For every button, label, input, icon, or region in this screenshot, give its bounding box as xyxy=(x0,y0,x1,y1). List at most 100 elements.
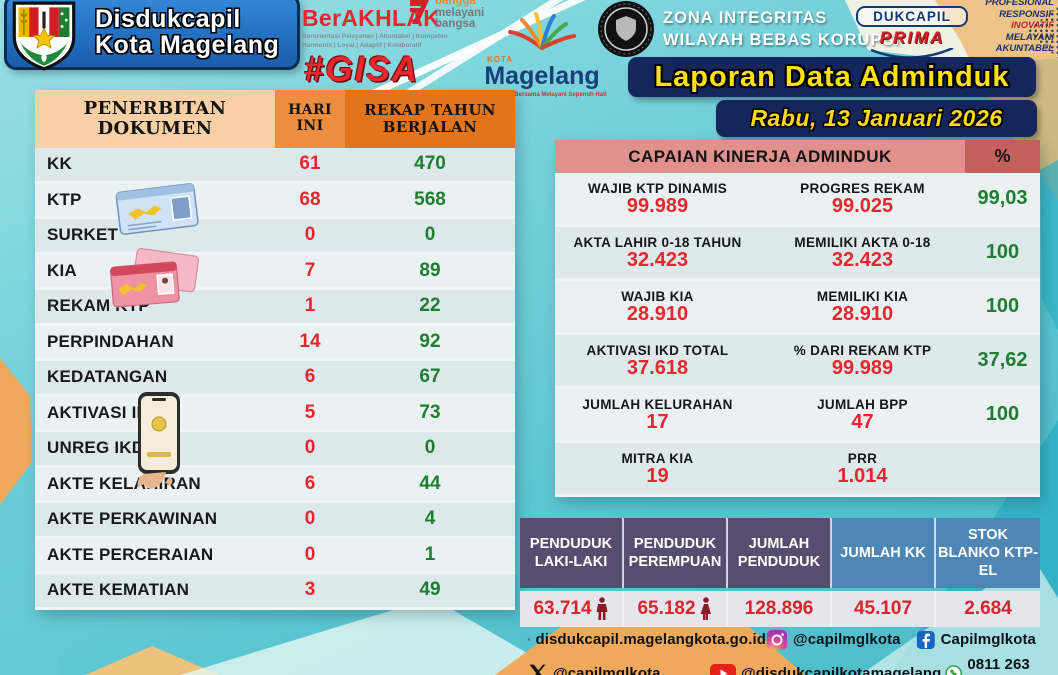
value-profesional: PROFESIONAL xyxy=(985,0,1054,8)
bangga-word: bangga xyxy=(435,0,476,7)
berakhlak-subtext-1: Berorientasi Pelayanan | Akuntabel | Kom… xyxy=(302,33,448,40)
doc-label: KTP xyxy=(47,189,82,209)
metric-percent: 100 xyxy=(985,241,1020,263)
table-row: SURKET 0 0 xyxy=(35,219,515,255)
metric-value: 17 xyxy=(646,410,669,433)
table-row: KEDATANGAN 6 67 xyxy=(35,361,515,397)
instagram-link[interactable]: @capilmglkota xyxy=(766,629,916,651)
instagram-handle: @capilmglkota xyxy=(793,631,901,648)
footer-contacts-row-2: @capilmglkota @disdukcapilkotamagelang 0… xyxy=(528,656,1043,675)
header-rekap-tahun-berjalan: REKAP TAHUN BERJALAN xyxy=(345,90,515,148)
female-icon xyxy=(700,596,711,620)
today-count: 0 xyxy=(304,437,316,459)
male-population-value: 63.714 xyxy=(533,597,592,619)
agency-name: Disdukcapil Kota Magelang xyxy=(95,5,280,59)
x-twitter-icon xyxy=(529,664,546,675)
website-link[interactable]: disdukcapil.magelangkota.go.id xyxy=(528,628,766,651)
kia-card-image xyxy=(109,248,200,308)
metric-value: 32.423 xyxy=(626,248,689,271)
metric-value: 47 xyxy=(851,410,874,433)
doc-label: SURKET xyxy=(47,225,119,245)
ytd-count: 92 xyxy=(419,330,441,352)
metric-percent: 100 xyxy=(985,295,1020,317)
metric-percent: 37,62 xyxy=(977,349,1028,371)
report-title-banner: Laporan Data Adminduk xyxy=(628,57,1036,97)
population-value-row: 63.714 65.182 128.896 45.107 2.684 xyxy=(520,590,1040,627)
value-melayani: MELAYANI xyxy=(1005,31,1054,43)
metric-label: WAJIB KIA xyxy=(621,288,694,304)
metric-value: 37.618 xyxy=(626,356,689,379)
performance-row: WAJIB KIA 28.910 MEMILIKI KIA 28.910 100 xyxy=(555,281,1040,335)
metric-label: % DARI REKAM KTP xyxy=(793,342,932,358)
performance-row: JUMLAH KELURAHAN 17 JUMLAH BPP 47 100 xyxy=(555,389,1040,443)
facebook-link[interactable]: Capilmglkota xyxy=(916,629,1036,651)
website-url: disdukcapil.magelangkota.go.id xyxy=(535,631,766,648)
x-twitter-link[interactable]: @capilmglkota xyxy=(528,663,710,675)
header-percent: % xyxy=(965,140,1040,173)
female-population-value: 65.182 xyxy=(637,597,696,619)
bangga-melayani-bangsa-icon xyxy=(410,0,429,24)
facebook-handle: Capilmglkota xyxy=(940,631,1036,648)
doc-label: AKTE PERKAWINAN xyxy=(47,509,218,529)
metric-value: 1.014 xyxy=(837,464,888,487)
female-population-cell: 65.182 xyxy=(624,590,728,627)
youtube-link[interactable]: @disdukcapilkotamagelang xyxy=(710,663,945,675)
today-count: 3 xyxy=(304,579,316,601)
ikd-phone-image xyxy=(137,392,180,489)
ytd-count: 67 xyxy=(419,366,441,388)
kota-tagline: Membangun Bersama Melayani Sepenuh Hati xyxy=(477,92,607,98)
header-stok-blanko: STOK BLANKO KTP-EL xyxy=(936,518,1040,588)
today-count: 6 xyxy=(304,472,316,494)
prima-wordmark: PRIMA xyxy=(879,28,945,47)
metric-label: MEMILIKI AKTA 0-18 xyxy=(794,234,931,250)
zona-integritas-text: ZONA INTEGRITAS WILAYAH BEBAS KORUPSI xyxy=(663,7,900,52)
ytd-count: 470 xyxy=(414,153,446,175)
dukcapil-prima-values: PROFESIONAL RESPONSIF INOVATIF MELAYANI … xyxy=(962,0,1054,55)
today-count: 5 xyxy=(304,401,316,423)
total-population-value: 128.896 xyxy=(744,597,814,619)
doc-label: PERPINDAHAN xyxy=(47,331,174,351)
today-count: 68 xyxy=(299,188,321,210)
header-jumlah-kk: JUMLAH KK xyxy=(832,518,936,588)
metric-value: 19 xyxy=(646,464,669,487)
zona-integritas-emblem-icon xyxy=(598,1,654,57)
doc-label: AKTE KEMATIAN xyxy=(47,580,190,600)
doc-label: UNREG IKD xyxy=(47,438,145,458)
bangga-melayani-bangsa-text: bangga melayani bangsa xyxy=(435,0,484,31)
zona-integritas-block: ZONA INTEGRITAS WILAYAH BEBAS KORUPSI xyxy=(597,0,900,58)
document-issuance-table: PENERBITAN DOKUMEN HARI INI REKAP TAHUN … xyxy=(35,90,515,610)
today-count: 7 xyxy=(304,259,316,281)
header-jumlah-penduduk: JUMLAH PENDUDUK xyxy=(728,518,832,588)
performance-header-row: CAPAIAN KINERJA ADMINDUK % xyxy=(555,140,1040,173)
report-date: Rabu, 13 Januari 2026 xyxy=(750,105,1003,131)
metric-percent: 99,03 xyxy=(977,187,1028,209)
male-population-cell: 63.714 xyxy=(520,590,624,627)
phone-link[interactable]: 0811 263 1232 xyxy=(945,656,1043,675)
youtube-handle: @disdukcapilkotamagelang xyxy=(741,664,942,675)
metric-label: AKTA LAHIR 0-18 TAHUN xyxy=(573,234,742,250)
metric-value: 99.989 xyxy=(831,356,894,379)
total-kk-cell: 45.107 xyxy=(832,590,936,627)
ytd-count: 1 xyxy=(424,543,436,565)
today-count: 14 xyxy=(299,330,321,352)
melayani-word: melayani xyxy=(435,6,485,19)
metric-value: 28.910 xyxy=(831,302,894,325)
youtube-icon xyxy=(710,663,736,675)
kota-label: KOTA xyxy=(487,55,514,64)
report-date-banner: Rabu, 13 Januari 2026 xyxy=(716,100,1037,137)
ytd-count: 44 xyxy=(419,472,441,494)
table-row: AKTE KEMATIAN 3 49 xyxy=(35,574,515,610)
metric-label: MITRA KIA xyxy=(621,450,694,466)
metric-value: 99.025 xyxy=(831,194,894,217)
table-row: KK 61 470 xyxy=(35,148,515,184)
metric-label: PROGRES REKAM xyxy=(800,180,925,196)
table-row: KTP 68 568 xyxy=(35,183,515,219)
kota-name: Magelang xyxy=(484,62,600,90)
blank-ktp-stock-cell: 2.684 xyxy=(936,590,1040,627)
facebook-icon xyxy=(916,630,935,649)
table-row: AKTE KELAHIRAN 6 44 xyxy=(35,467,515,503)
x-twitter-handle: @capilmglkota xyxy=(553,664,661,675)
ytd-count: 4 xyxy=(424,508,436,530)
footer-contacts-row-1: disdukcapil.magelangkota.go.id @capilmgl… xyxy=(528,628,1043,651)
